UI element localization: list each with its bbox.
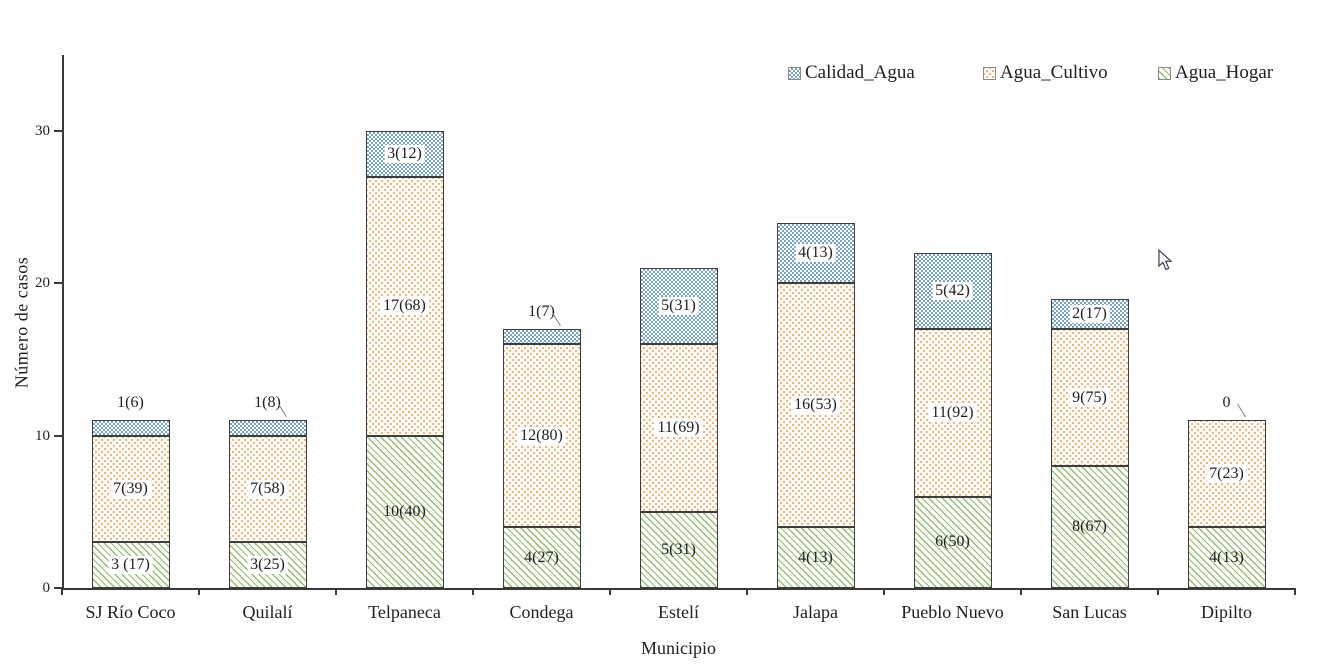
legend-label: Calidad_Agua xyxy=(805,62,915,83)
bar-value-label: 4(13) xyxy=(795,243,836,262)
x-axis-tick xyxy=(609,588,611,595)
bar-segment-calidad_agua xyxy=(228,420,307,436)
x-axis-tick xyxy=(883,588,885,595)
x-axis-title: Municipio xyxy=(641,638,716,658)
bar-value-label: 11(69) xyxy=(654,419,703,438)
x-axis-line xyxy=(62,588,1295,590)
bar-segment-agua_hogar xyxy=(365,435,444,588)
bar-segment-agua_cultivo xyxy=(91,435,170,543)
bar-segment-agua_hogar xyxy=(502,527,581,588)
x-axis-tick xyxy=(1157,588,1159,595)
bar-value-label: 7(23) xyxy=(1206,464,1247,483)
bar-value-label: 4(13) xyxy=(798,548,833,566)
bar-value-label: 2(17) xyxy=(1069,304,1110,323)
y-axis-tick xyxy=(54,434,62,437)
bar-value-label: 7(39) xyxy=(110,480,151,498)
legend-label: Agua_Cultivo xyxy=(1000,62,1108,83)
y-axis-line xyxy=(62,55,64,590)
legend-swatch-orange-dots-icon xyxy=(983,66,996,80)
category-label: Pueblo Nuevo xyxy=(901,602,1004,622)
y-axis-tick xyxy=(54,587,62,589)
category-label: San Lucas xyxy=(1052,602,1127,622)
bar-value-label: 10(40) xyxy=(383,502,426,520)
x-axis-tick xyxy=(1294,588,1296,595)
x-axis-tick xyxy=(61,588,63,595)
legend-item-agua-cultivo: Agua_Cultivo xyxy=(983,62,1108,84)
bar-value-label: 5(42) xyxy=(932,282,973,301)
bar-value-label: 3 (17) xyxy=(108,556,153,575)
category-label: SJ Río Coco xyxy=(85,602,176,622)
x-axis-tick xyxy=(1020,588,1022,595)
category-label: Telpaneca xyxy=(368,602,441,622)
category-label: Dipilto xyxy=(1200,602,1253,622)
label-leader-line xyxy=(1236,404,1246,418)
mouse-cursor-icon xyxy=(1158,249,1173,271)
bar-segment-calidad_agua xyxy=(91,420,170,436)
bar-value-label: 17(68) xyxy=(380,297,429,316)
legend-swatch-blue-checker-icon xyxy=(788,66,801,80)
category-label: Estelí xyxy=(658,602,699,622)
bar-value-label: 7(58) xyxy=(247,480,288,498)
y-axis-title: Número de casos xyxy=(11,256,32,389)
legend-item-agua-hogar: Agua_Hogar xyxy=(1158,62,1273,84)
x-axis-tick xyxy=(335,588,337,595)
bar-segment-agua_hogar xyxy=(913,496,992,588)
category-label: Jalapa xyxy=(793,602,838,622)
bar-segment-calidad_agua xyxy=(502,329,581,345)
bar-value-label: 3(25) xyxy=(247,556,288,575)
x-axis-tick xyxy=(198,588,200,595)
x-axis-tick xyxy=(746,588,748,595)
category-label: Condega xyxy=(509,602,574,622)
bar-segment-agua_hogar xyxy=(776,527,855,588)
bar-value-label: 1(6) xyxy=(117,394,144,412)
bar-value-label: 16(53) xyxy=(791,396,840,415)
x-axis-tick xyxy=(472,588,474,595)
y-tick-label: 30 xyxy=(35,123,50,140)
bar-value-label: 6(50) xyxy=(935,533,970,551)
bar-segment-calidad_agua xyxy=(639,268,718,345)
y-axis-tick xyxy=(54,282,62,285)
legend-item-calidad-agua: Calidad_Agua xyxy=(788,62,915,84)
bar-value-label: 8(67) xyxy=(1072,518,1107,536)
legend-swatch-green-stripes-icon xyxy=(1158,66,1171,80)
category-label: Quilalí xyxy=(242,602,293,622)
bar-value-label: 3(12) xyxy=(384,144,425,163)
bar-value-label: 4(13) xyxy=(1209,548,1244,566)
bar-value-label: 5(31) xyxy=(658,297,699,316)
legend-label: Agua_Hogar xyxy=(1175,62,1274,83)
bar-value-label: 0 xyxy=(1222,394,1231,412)
bar-segment-agua_hogar xyxy=(91,542,170,588)
y-axis-tick xyxy=(54,130,62,133)
bar-segment-agua_hogar xyxy=(639,511,718,588)
bar-value-label: 1(7) xyxy=(528,303,555,321)
bar-segment-agua_hogar xyxy=(1187,527,1266,588)
bar-segment-agua_hogar xyxy=(1050,466,1129,588)
y-tick-label: 10 xyxy=(35,427,50,444)
y-tick-label: 20 xyxy=(35,275,50,292)
bar-value-label: 5(31) xyxy=(661,540,696,558)
bar-value-label: 12(80) xyxy=(517,426,566,445)
bar-value-label: 4(27) xyxy=(524,548,559,566)
bar-value-label: 9(75) xyxy=(1069,388,1110,407)
bar-value-label: 1(8) xyxy=(254,394,281,412)
bar-value-label: 11(92) xyxy=(928,403,977,422)
y-tick-label: 0 xyxy=(42,580,51,596)
bar-segment-agua_cultivo xyxy=(365,176,444,436)
